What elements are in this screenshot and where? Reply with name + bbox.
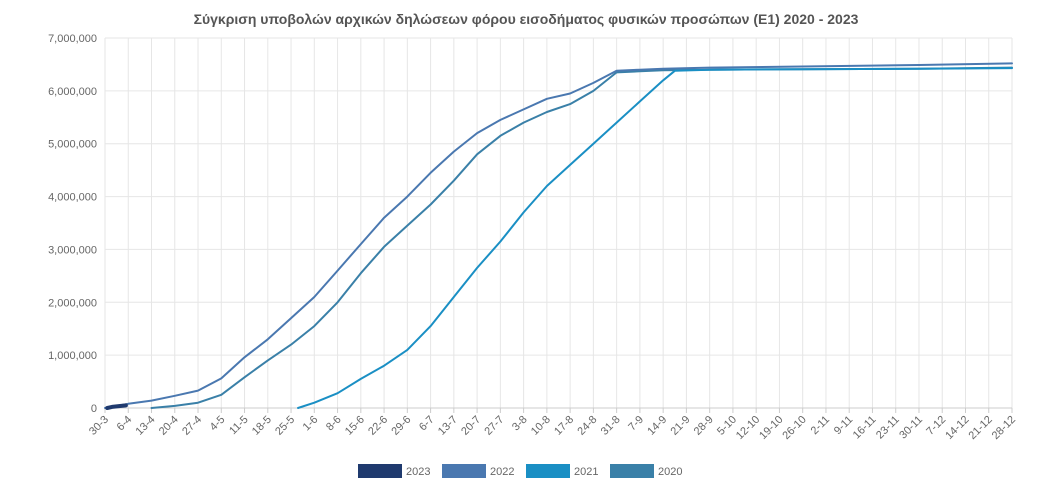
series-layer (104, 62, 1013, 410)
y-tick-label: 1,000,000 (48, 350, 97, 362)
x-tick-label: 30-11 (897, 414, 925, 442)
y-tick-label: 3,000,000 (48, 244, 97, 256)
x-tick-label: 6-7 (417, 414, 437, 434)
x-tick-label: 25-5 (273, 414, 297, 438)
chart-title: Σύγκριση υποβολών αρχικών δηλώσεων φόρου… (194, 11, 859, 27)
x-tick-label: 20-4 (157, 414, 181, 438)
y-tick-label: 5,000,000 (48, 139, 97, 151)
legend-item-2022[interactable]: 2022 (442, 464, 514, 478)
x-tick-label: 18-5 (250, 414, 274, 438)
legend-swatch (442, 464, 486, 478)
x-axis: 30-3 6-4 13-4 20-4 27-4 4-5 11-5 18-5 25-5 1-6 8-6… (87, 407, 1018, 442)
x-tick-label: 31-8 (599, 414, 623, 438)
x-tick-label: 1-6 (301, 414, 321, 434)
x-tick-label: 14-12 (943, 414, 971, 442)
x-tick-label: 27-4 (180, 414, 204, 438)
x-tick-label: 13-7 (436, 414, 460, 438)
legend-label: 2021 (574, 466, 598, 478)
legend-label: 2023 (406, 466, 430, 478)
y-tick-label: 0 (91, 403, 97, 415)
x-tick-label: 16-11 (851, 414, 879, 442)
x-tick-label: 20-7 (459, 414, 483, 438)
series-line-2021 (297, 67, 1013, 409)
series-line-2020 (150, 66, 1013, 409)
legend-swatch (526, 464, 570, 478)
y-tick-label: 7,000,000 (48, 33, 97, 45)
legend-item-2021[interactable]: 2021 (526, 464, 598, 478)
x-tick-label: 30-3 (87, 414, 111, 438)
x-tick-label: 12-10 (734, 414, 762, 442)
legend: 2023 2022 2021 2020 (358, 464, 682, 478)
x-tick-label: 21-9 (668, 414, 692, 438)
x-tick-label: 28-9 (692, 414, 716, 438)
x-tick-label: 8-6 (324, 414, 344, 434)
grid-layer (104, 37, 1013, 409)
legend-label: 2020 (658, 466, 682, 478)
y-tick-label: 2,000,000 (48, 297, 97, 309)
legend-swatch (358, 464, 402, 478)
legend-label: 2022 (490, 466, 514, 478)
y-axis: 0 1,000,000 2,000,000 3,000,000 4,000,000 5,0… (48, 33, 97, 415)
x-tick-label: 11-5 (227, 414, 250, 437)
x-tick-label: 10-8 (529, 414, 553, 438)
y-tick-label: 6,000,000 (48, 86, 97, 98)
series-line-2022 (104, 62, 1013, 409)
x-tick-label: 13-4 (134, 414, 158, 438)
x-tick-label: 24-8 (575, 414, 599, 438)
series-line-2023 (105, 403, 128, 410)
x-tick-label: 4-5 (208, 414, 228, 434)
legend-item-2023[interactable]: 2023 (358, 464, 430, 478)
x-tick-label: 3-8 (510, 414, 530, 434)
x-tick-label: 17-8 (552, 414, 576, 438)
x-tick-label: 7-9 (626, 414, 646, 434)
x-tick-label: 21-12 (966, 414, 994, 442)
x-tick-label: 29-6 (389, 414, 413, 438)
x-tick-label: 15-6 (343, 414, 367, 438)
x-tick-label: 27-7 (482, 414, 506, 438)
x-tick-label: 28-12 (990, 414, 1018, 442)
x-tick-label: 14-9 (645, 414, 669, 438)
y-tick-label: 4,000,000 (48, 192, 97, 204)
legend-swatch (610, 464, 654, 478)
legend-item-2020[interactable]: 2020 (610, 464, 682, 478)
x-tick-label: 26-10 (780, 414, 808, 442)
x-tick-label: 19-10 (757, 414, 785, 442)
x-tick-label: 22-6 (366, 414, 390, 438)
x-tick-label: 6-4 (115, 414, 135, 434)
x-tick-label: 2-11 (809, 414, 832, 437)
x-tick-label: 23-11 (874, 414, 902, 442)
